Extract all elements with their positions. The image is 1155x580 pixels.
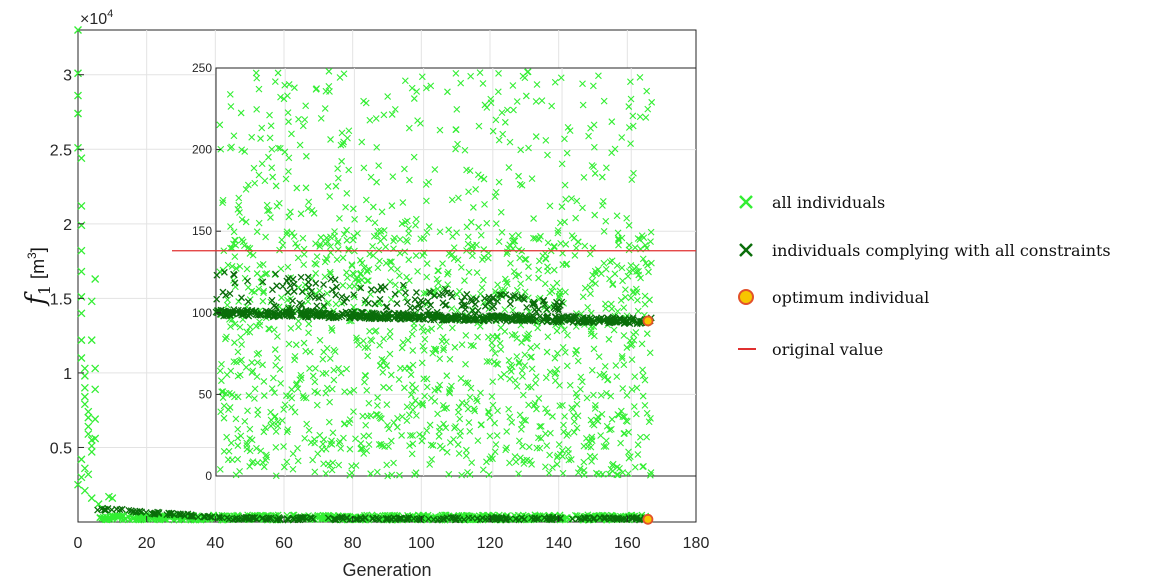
legend-item-original-value: original value — [738, 340, 883, 359]
legend-marker-optimum — [738, 289, 754, 305]
x-tick-label: 80 — [344, 535, 362, 552]
x-tick-label: 100 — [408, 535, 435, 552]
all-individual-point — [96, 513, 104, 521]
all-individual-point — [80, 364, 89, 373]
legend-label-complying: individuals complying with all constrain… — [772, 241, 1111, 260]
y-tick-label: 2 — [63, 217, 72, 234]
legend-item-complying: individuals complying with all constrain… — [739, 241, 1111, 260]
optimum-point-inset — [642, 315, 654, 327]
all-individual-point — [223, 515, 231, 523]
all-individual-point — [84, 430, 93, 438]
all-individual-point — [139, 515, 147, 523]
all-individual-point — [77, 309, 86, 318]
all-individual-point — [108, 494, 117, 503]
all-individual-point — [74, 143, 82, 152]
all-individual-point — [80, 371, 89, 380]
y-tick-label: 3 — [63, 68, 72, 85]
all-individual-point — [77, 473, 86, 482]
all-individual-point — [91, 415, 100, 424]
all-individual-point — [563, 514, 571, 522]
x-tick-label: 160 — [614, 535, 641, 552]
x-tick-label: 140 — [545, 535, 572, 552]
y-axis-subscript: 1 — [35, 285, 54, 295]
all-individual-point — [77, 336, 86, 345]
x-tick-label: 60 — [275, 535, 293, 552]
all-individual-point — [91, 385, 100, 394]
x-tick-label: 120 — [477, 535, 504, 552]
inset-y-tick-label: 0 — [205, 469, 212, 483]
all-individual-point — [271, 512, 279, 520]
all-individual-point — [77, 354, 86, 362]
all-individual-point — [87, 336, 96, 345]
all-individual-point — [80, 400, 89, 409]
all-individual-point — [80, 464, 89, 473]
all-individual-point — [84, 407, 93, 416]
x-axis-label: Generation — [342, 560, 431, 580]
all-individual-point — [84, 422, 93, 431]
all-individual-point — [91, 364, 100, 373]
legend-label-all-individuals: all individuals — [772, 193, 885, 212]
all-individual-point — [77, 221, 86, 230]
y-multiplier-exponent: 4 — [107, 8, 113, 20]
all-individual-point — [103, 515, 110, 523]
x-tick-label: 180 — [683, 535, 710, 552]
main-scatter-points — [74, 26, 654, 525]
y-axis-unit-close: ] — [28, 247, 48, 252]
legend-item-optimum: optimum individual — [738, 288, 929, 307]
all-individual-point — [77, 201, 86, 210]
all-individual-point — [87, 494, 96, 503]
all-individual-point — [74, 26, 82, 34]
all-individual-point — [80, 392, 89, 401]
legend-marker-all-individuals — [739, 195, 753, 209]
inset-y-tick-label: 50 — [199, 387, 213, 401]
all-individual-point — [80, 383, 89, 392]
inset-y-tick-label: 250 — [192, 61, 212, 75]
optimum-point-main — [642, 513, 654, 525]
all-individual-point — [74, 69, 82, 78]
y-tick-label: 1 — [63, 366, 72, 383]
all-individual-point — [106, 513, 114, 521]
legend-item-all-individuals: all individuals — [739, 193, 885, 212]
legend-marker-complying — [739, 243, 753, 257]
all-individual-point — [118, 512, 126, 520]
all-individual-point — [87, 297, 96, 306]
y-multiplier-base: ×10 — [80, 11, 107, 28]
x-tick-label: 40 — [206, 535, 224, 552]
all-individual-point — [311, 516, 319, 524]
y-axis-unit-open: [m — [28, 259, 48, 279]
all-individual-point — [77, 246, 86, 255]
all-individual-point — [84, 413, 93, 422]
all-individual-point — [77, 292, 86, 301]
inset-y-tick-label: 200 — [192, 143, 212, 157]
all-individual-point — [74, 480, 82, 489]
y-tick-label: 0.5 — [50, 440, 72, 457]
all-individual-point — [91, 275, 100, 283]
all-individual-point — [87, 442, 96, 450]
all-individual-point — [77, 267, 86, 276]
y-tick-label: 2.5 — [50, 142, 72, 159]
inset-y-tick-label: 150 — [192, 224, 212, 238]
legend-label-optimum: optimum individual — [772, 288, 929, 307]
all-individual-point — [94, 500, 103, 509]
legend-label-original-value: original value — [772, 340, 883, 359]
all-individual-point — [316, 513, 324, 521]
y-multiplier: ×104 — [80, 8, 113, 28]
x-tick-label: 0 — [74, 535, 83, 552]
all-individual-point — [84, 470, 93, 479]
all-individual-point — [114, 514, 122, 522]
all-individual-point — [80, 486, 89, 495]
x-tick-label: 20 — [138, 535, 156, 552]
all-individual-point — [87, 447, 96, 456]
all-individual-point — [318, 514, 326, 522]
y-axis-label: f1[m3] — [21, 247, 54, 307]
inset-y-tick-label: 100 — [192, 306, 212, 320]
all-individual-point — [91, 434, 100, 443]
all-individual-point — [74, 109, 82, 118]
all-individual-point — [74, 91, 82, 100]
all-individual-point — [77, 455, 86, 464]
all-individual-point — [77, 154, 86, 163]
all-individual-point — [132, 516, 140, 523]
legend: all individuals individuals complying wi… — [738, 193, 1111, 359]
